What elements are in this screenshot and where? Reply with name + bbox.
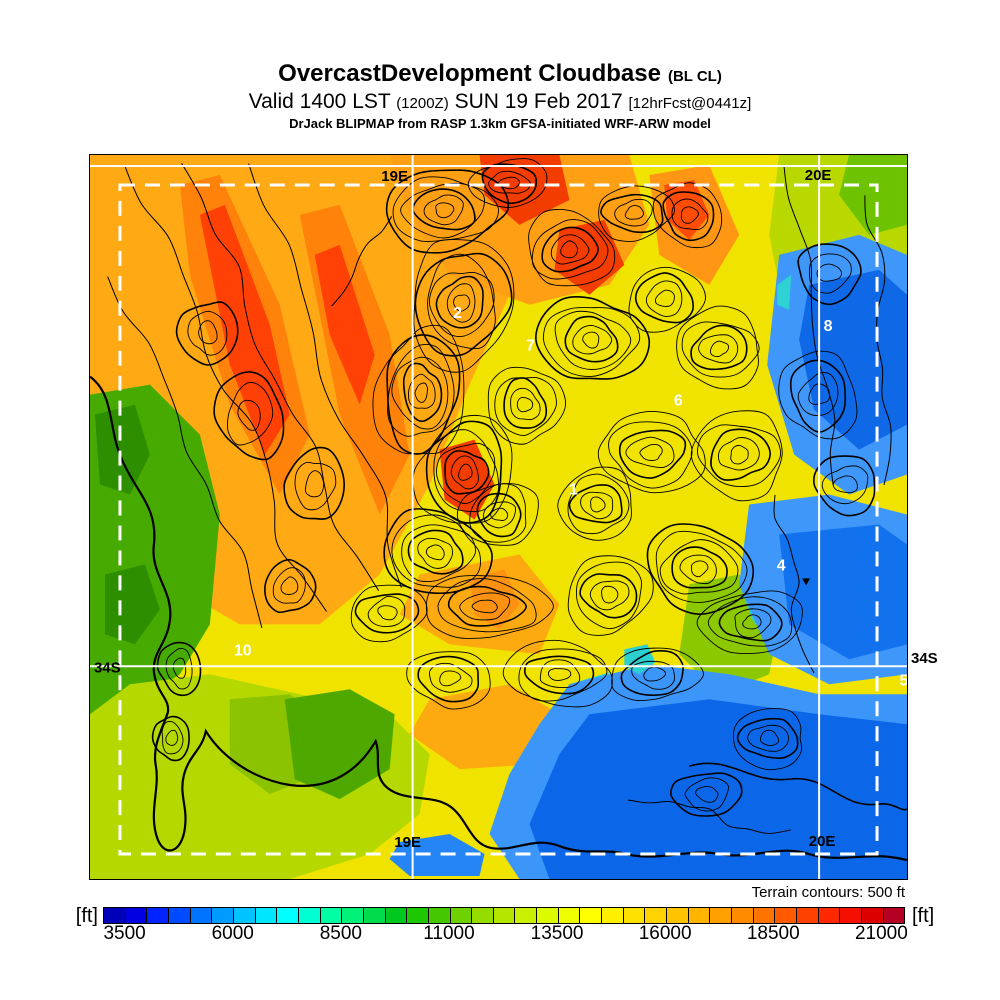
colorbar-cell	[687, 908, 710, 923]
peak-marker	[802, 578, 811, 586]
colorbar-ticks: 3500 6000 8500 11000 13500 16000 18500 21000	[103, 923, 907, 947]
forecast-tag: [12hrFcst@0441z]	[628, 95, 752, 112]
site-marker: 6	[674, 393, 683, 410]
colorbar-tick: 3500	[103, 923, 146, 944]
colorbar-tick: 6000	[211, 923, 254, 944]
model-domain-boundary	[118, 183, 879, 856]
colorbar-cell	[666, 908, 688, 923]
colorbar-cell	[427, 908, 450, 923]
colorbar-cell	[362, 908, 385, 923]
colorbar-cell	[276, 908, 298, 923]
colorbar-tick: 13500	[530, 923, 584, 944]
colorbar-tick: 21000	[854, 923, 908, 944]
colorbar-cell	[557, 908, 580, 923]
colorbar-cell	[492, 908, 515, 923]
site-marker: 7	[526, 338, 535, 355]
colorbar-cell	[622, 908, 645, 923]
colorbar-cell	[341, 908, 363, 923]
colorbar-cell	[839, 908, 861, 923]
colorbar-cell	[167, 908, 190, 923]
colorbar-cell	[104, 908, 125, 923]
colorbar-cell	[449, 908, 472, 923]
site-marker: 1	[569, 482, 578, 499]
colorbar-cell	[579, 908, 602, 923]
grid-labels: 19E 20E 19E 20E 34S	[94, 167, 835, 851]
colorbar-cell	[471, 908, 493, 923]
grid-label-20e-top: 20E	[805, 167, 832, 184]
colorbar-cell	[644, 908, 667, 923]
colorbar-cell	[601, 908, 623, 923]
graticule	[90, 155, 907, 879]
terrain-contours-note: Terrain contours: 500 ft	[751, 884, 905, 901]
colorbar-cell	[406, 908, 428, 923]
colorbar-cell	[774, 908, 796, 923]
site-marker: 8	[824, 318, 833, 335]
forecast-map: 19E 20E 19E 20E 34S 2 7 6 1 8 4 10 5	[89, 154, 908, 880]
colorbar-cell	[146, 908, 168, 923]
grid-label-34s-left: 34S	[94, 659, 121, 676]
header-line-1: OvercastDevelopment Cloudbase (BL CL)	[0, 60, 1000, 88]
colorbar-tick: 18500	[746, 923, 800, 944]
site-marker: 10	[234, 642, 252, 659]
colorbar-cell	[817, 908, 840, 923]
model-line: DrJack BLIPMAP from RASP 1.3km GFSA-init…	[289, 116, 711, 131]
site-marker: 2	[453, 305, 462, 322]
colorbar-cell	[384, 908, 407, 923]
colorbar-cell	[752, 908, 775, 923]
colorbar-tick: 8500	[319, 923, 362, 944]
colorbar-cell	[319, 908, 342, 923]
valid-zulu: (1200Z)	[396, 95, 449, 112]
colorbar-cell	[232, 908, 255, 923]
page-title: OvercastDevelopment Cloudbase	[278, 60, 661, 87]
colorbar-cell	[860, 908, 883, 923]
colorbar	[103, 907, 905, 924]
valid-date: SUN 19 Feb 2017	[454, 90, 623, 113]
grid-label-34s-right: 34S	[911, 650, 938, 667]
colorbar-cell	[297, 908, 320, 923]
colorbar-cell	[882, 908, 905, 923]
grid-label-20e-bottom: 20E	[809, 833, 836, 850]
colorbar-unit-left: [ft]	[75, 905, 98, 927]
colorbar-cell	[254, 908, 277, 923]
map-canvas: 19E 20E 19E 20E 34S 2 7 6 1 8 4 10 5	[90, 155, 907, 879]
valid-time: Valid 1400 LST	[248, 90, 391, 113]
site-marker: 4	[777, 557, 786, 574]
colorbar-unit-right: [ft]	[912, 905, 935, 927]
colorbar-cell	[211, 908, 233, 923]
colorbar-cell	[731, 908, 753, 923]
colorbar-tick: 11000	[423, 923, 475, 944]
grid-label-19e-top: 19E	[381, 168, 408, 185]
colorbar-tick: 16000	[638, 923, 692, 944]
colorbar-cell	[124, 908, 147, 923]
header-line-2: Valid 1400 LST (1200Z) SUN 19 Feb 2017 […	[0, 90, 1000, 114]
colorbar-cell	[796, 908, 818, 923]
site-markers: 2 7 6 1 8 4 10 5	[234, 305, 907, 689]
colorbar-cell	[709, 908, 732, 923]
terrain-contours	[107, 158, 892, 834]
colorbar-cell	[189, 908, 212, 923]
page-title-tag: (BL CL)	[667, 68, 722, 85]
grid-label-19e-bottom: 19E	[394, 834, 421, 851]
site-marker: 5	[900, 672, 907, 689]
colorbar-cell	[536, 908, 558, 923]
colorbar-cell	[514, 908, 537, 923]
